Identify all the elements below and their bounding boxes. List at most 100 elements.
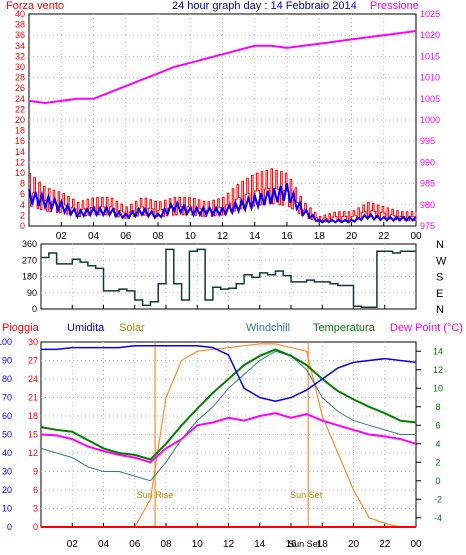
temperature-tick-label: 14 [433, 346, 443, 356]
x-tick-label: 00 [410, 539, 422, 550]
temperature-tick-label: 2 [435, 457, 440, 467]
pressure-tick-label: 990 [420, 157, 435, 167]
wind-tick-label: 24 [15, 94, 25, 104]
wind-tick-label: 10 [15, 168, 25, 178]
temperature-tick-label: 10 [433, 383, 443, 393]
dewpoint-line [40, 412, 417, 464]
direction-line [41, 248, 416, 308]
x-tick-label: 10 [192, 539, 204, 550]
pressure-tick-label: 1020 [420, 30, 440, 40]
chart-title: 24 hour graph day : 14 Febbraio 2014 [172, 0, 357, 12]
humidity-tick-label: 30 [2, 467, 12, 477]
humidity-tick-label: 20 [2, 485, 12, 495]
wind-tick-label: 30 [15, 62, 25, 72]
rain-tick-label: 24 [28, 374, 38, 384]
wind-tick-label: 34 [15, 41, 25, 51]
rain-tick-label: 30 [28, 337, 38, 347]
sunset-axis-label: Sun Set [288, 539, 321, 549]
pressure-tick-label: 1005 [420, 94, 440, 104]
x-tick-label: 02 [67, 539, 79, 550]
wind-tick-label: 18 [15, 126, 25, 136]
rain-tick-label: 3 [33, 504, 38, 514]
x-tick-label: 12 [217, 231, 229, 242]
temperature-tick-label: 12 [433, 365, 443, 375]
x-tick-label: 04 [88, 231, 100, 242]
humidity-tick-label: 40 [2, 448, 12, 458]
pressure-tick-label: 1000 [420, 115, 440, 125]
temperature-ticks: 0102030405060708090100036912151821242730… [0, 337, 443, 550]
humidity-label: Umidita [67, 322, 105, 334]
humidity-tick-label: 100 [0, 337, 12, 347]
pressure-tick-label: 1015 [420, 51, 440, 61]
wind-tick-label: 2 [20, 210, 25, 220]
temperature-tick-label: 8 [435, 402, 440, 412]
rain-label: Pioggia [2, 322, 40, 334]
x-tick-label: 16 [281, 231, 293, 242]
wind-speed-line [28, 183, 417, 224]
sunrise-label: Sun Rise [137, 490, 174, 500]
wind-tick-label: 14 [15, 147, 25, 157]
x-tick-label: 18 [314, 231, 326, 242]
solar-label: Solar [119, 322, 145, 334]
wind-tick-label: 6 [20, 189, 25, 199]
compass-label: W [436, 255, 447, 267]
humidity-tick-label: 10 [2, 504, 12, 514]
humidity-tick-label: 80 [2, 374, 12, 384]
wind-tick-label: 22 [15, 104, 25, 114]
compass-label: N [436, 304, 444, 316]
wind-tick-label: 4 [20, 200, 25, 210]
rain-tick-label: 27 [28, 356, 38, 366]
x-tick-label: 20 [348, 539, 360, 550]
rain-tick-label: 6 [33, 485, 38, 495]
x-tick-label: 12 [223, 539, 235, 550]
x-tick-label: 08 [152, 231, 164, 242]
compass-label: N [436, 239, 444, 251]
wind-tick-label: 36 [15, 30, 25, 40]
wind-tick-label: 32 [15, 51, 25, 61]
direction-tick-label: 360 [22, 239, 37, 249]
rain-tick-label: 18 [28, 411, 38, 421]
rain-tick-label: 21 [28, 393, 38, 403]
direction-tick-label: 180 [22, 272, 37, 282]
wind-tick-label: 26 [15, 83, 25, 93]
humidity-tick-label: 90 [2, 356, 12, 366]
wind-tick-label: 38 [15, 20, 25, 30]
rain-tick-label: 0 [33, 522, 38, 532]
wind-axis-label: Forza vento [6, 0, 64, 12]
pressure-line [28, 30, 417, 105]
x-tick-label: 10 [185, 231, 197, 242]
wind-tick-label: 8 [20, 179, 25, 189]
temperature-tick-label: -2 [434, 494, 442, 504]
temperature-series: Sun Rise Sun Set [40, 342, 417, 528]
rain-tick-label: 9 [33, 467, 38, 477]
x-tick-label: 20 [346, 231, 358, 242]
x-tick-label: 06 [129, 539, 141, 550]
direction-tick-label: 270 [22, 255, 37, 265]
pressure-tick-label: 985 [420, 179, 435, 189]
temperature-line [40, 348, 417, 461]
x-tick-label: 16 [285, 539, 297, 550]
temperature-tick-label: -4 [434, 513, 442, 523]
direction-tick-label: 90 [27, 288, 37, 298]
pressure-axis-label: Pressione [370, 0, 419, 12]
x-tick-label: 04 [98, 539, 110, 550]
humidity-line [41, 344, 417, 402]
x-tick-label: 22 [378, 231, 390, 242]
temperature-tick-label: 0 [435, 476, 440, 486]
wind-tick-label: 12 [15, 157, 25, 167]
wind-tick-label: 0 [20, 221, 25, 231]
wind-direction-series [41, 248, 416, 308]
wind-tick-label: 16 [15, 136, 25, 146]
compass-label: S [436, 272, 443, 284]
x-tick-label: 14 [254, 539, 266, 550]
pressure-tick-label: 995 [420, 136, 435, 146]
dewpoint-label: Dew Point (°C) [390, 322, 463, 334]
temperature-tick-label: 4 [435, 439, 440, 449]
humidity-tick-label: 60 [2, 411, 12, 421]
x-tick-label: 08 [160, 539, 172, 550]
humidity-tick-label: 70 [2, 393, 12, 403]
pressure-tick-label: 1010 [420, 73, 440, 83]
temperature-tick-label: 6 [435, 420, 440, 430]
humidity-tick-label: 50 [2, 430, 12, 440]
wind-pressure-ticks: 0246810121416182022242628303234363840975… [15, 9, 440, 242]
